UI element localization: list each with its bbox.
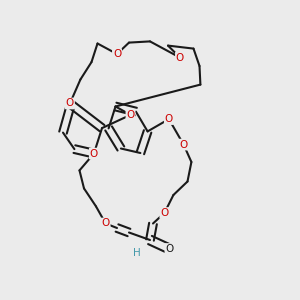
Text: O: O	[113, 49, 121, 59]
Text: O: O	[66, 98, 74, 109]
Text: H: H	[133, 248, 140, 259]
Text: O: O	[101, 218, 110, 229]
Text: O: O	[176, 52, 184, 63]
Text: O: O	[179, 140, 188, 150]
Text: O: O	[126, 110, 135, 120]
Text: O: O	[165, 114, 173, 124]
Text: O: O	[165, 244, 174, 254]
Text: O: O	[90, 148, 98, 159]
Text: O: O	[160, 208, 169, 218]
